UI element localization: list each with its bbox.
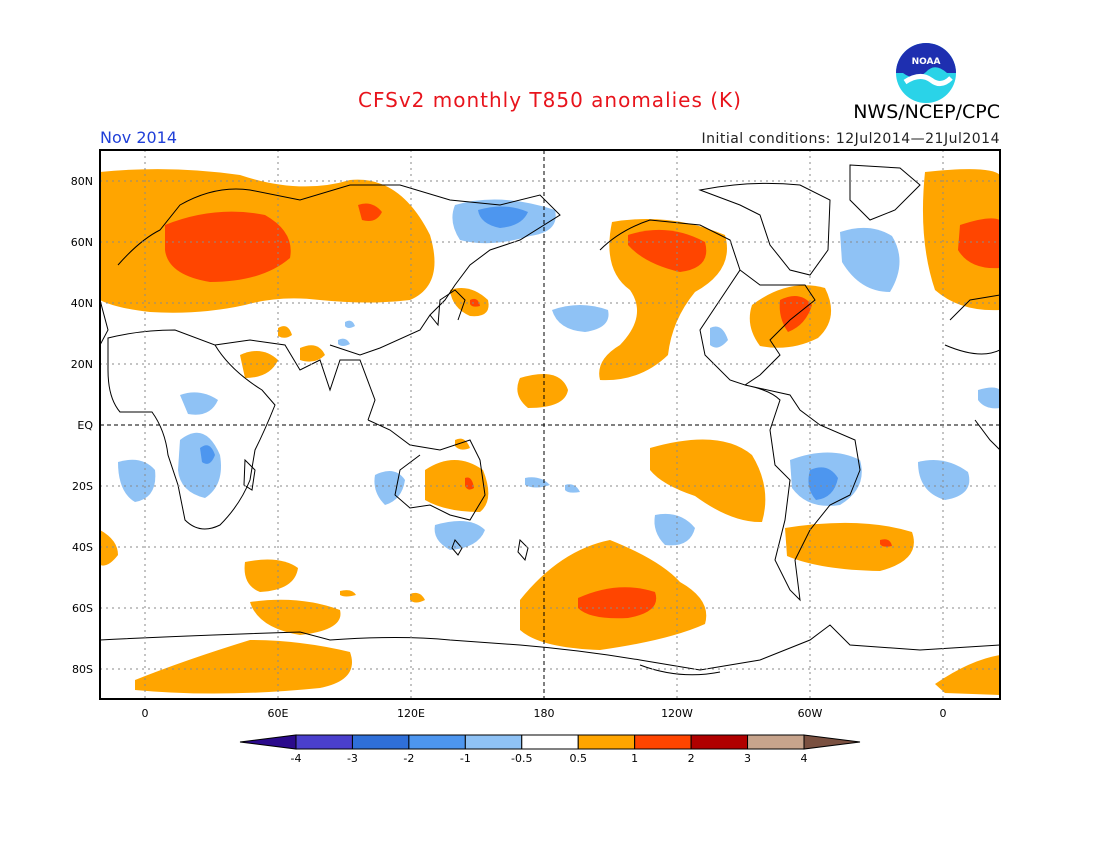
lat-label: 60S [72,602,93,615]
lon-label: 0 [142,707,149,720]
logo-text: NOAA [912,57,941,67]
colorbar-label: -3 [347,752,358,765]
lon-label: 180 [534,707,555,720]
colorbar-label: -4 [291,752,302,765]
lat-label: 20N [71,358,93,371]
lat-label: 80N [71,175,93,188]
lon-label: 120W [661,707,693,720]
period-label: Nov 2014 [100,128,178,147]
lat-label: 20S [72,480,93,493]
colorbar-label: -2 [403,752,414,765]
colorbar-label: -1 [460,752,471,765]
colorbar-swatch [521,734,579,750]
anomaly-field [100,169,1000,695]
lat-label: 60N [71,236,93,249]
colorbar-swatch [351,734,410,750]
agency-label: NWS/NCEP/CPC [853,101,1000,123]
colorbar-swatch [747,734,805,750]
lon-label: 0 [940,707,947,720]
colorbar-swatch [634,734,692,750]
colorbar-swatch [408,734,466,750]
noaa-logo: NOAA [896,43,956,103]
colorbar-swatch [464,734,523,750]
colorbar-label: 3 [744,752,751,765]
colorbar-label: -0.5 [511,752,532,765]
lat-label: 80S [72,663,93,676]
equator-dateline [100,150,1000,699]
colorbar-min-arrow [239,734,297,750]
lat-axis: 80N 60N 40N 20N EQ 20S 40S 60S 80S [71,175,94,676]
map-frame [99,149,1001,700]
lon-axis: 0 60E 120E 180 120W 60W 0 [142,707,947,720]
colorbar-label: 4 [801,752,808,765]
lon-label: 120E [397,707,425,720]
chart-title: CFSv2 monthly T850 anomalies (K) [358,88,742,112]
lon-label: 60E [268,707,289,720]
lat-label: 40N [71,297,93,310]
colorbar-label: 0.5 [569,752,587,765]
colorbar-label: 1 [631,752,638,765]
lat-label: EQ [77,419,93,432]
grid-lines [100,150,1000,699]
lon-label: 60W [798,707,823,720]
colorbar: -4 -3 -2 -1 -0.5 0.5 1 2 3 4 [239,734,861,765]
colorbar-max-arrow [803,734,861,750]
colorbar-swatch [295,734,353,750]
lat-label: 40S [72,541,93,554]
colorbar-swatch [690,734,749,750]
colorbar-swatch [577,734,636,750]
colorbar-label: 2 [688,752,695,765]
initial-conditions-label: Initial conditions: 12Jul2014—21Jul2014 [701,131,1000,147]
coastlines [100,164,1000,676]
